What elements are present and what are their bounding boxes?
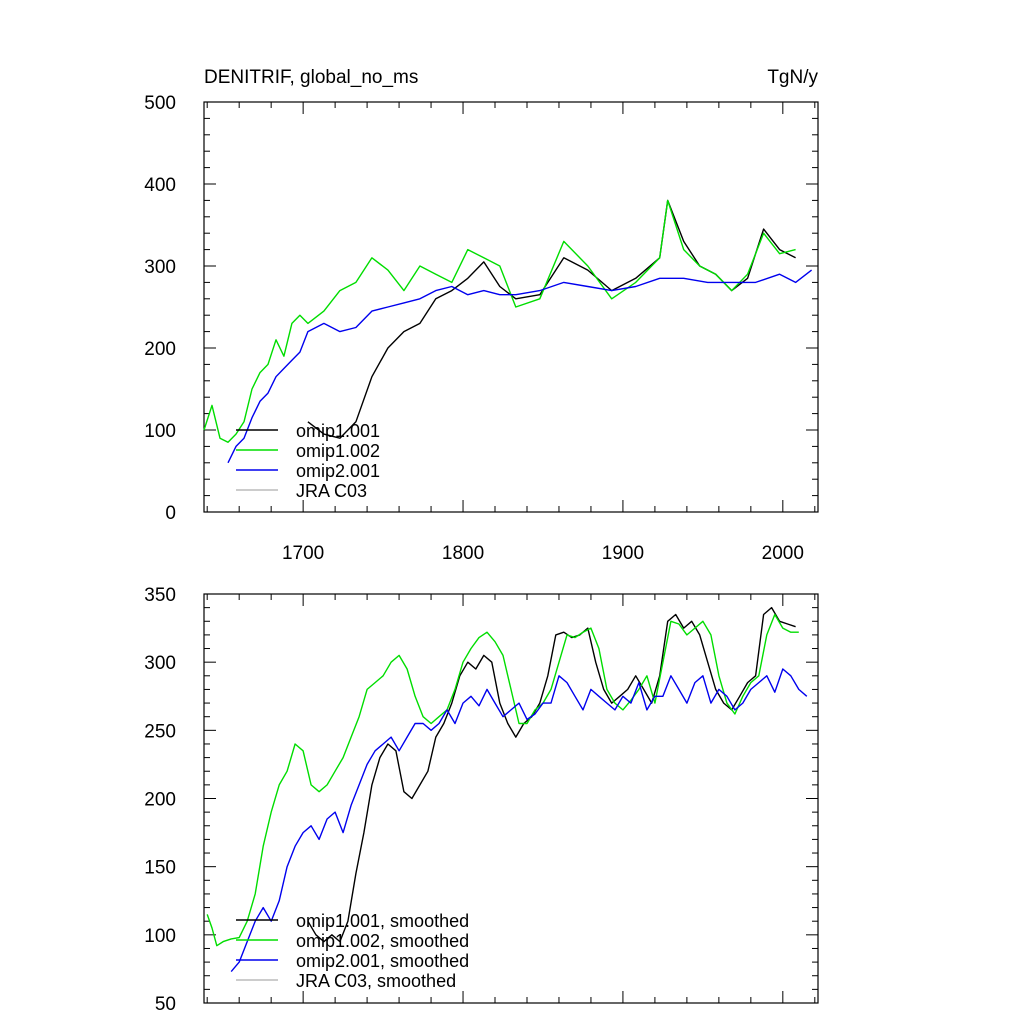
y-tick-label: 200 [144,339,176,360]
y-tick-label: 200 [144,790,176,811]
series-line-omip2-001-smoothed [230,668,808,973]
y-tick-label: 500 [144,93,176,114]
y-tick-label: 0 [165,503,176,524]
y-tick-label: 150 [144,858,176,879]
y-tick-label: 350 [144,585,176,606]
legend-label: JRA C03, smoothed [296,971,456,991]
chart-title: DENITRIF, global_no_ms [204,67,418,88]
y-tick-label: 250 [144,721,176,742]
top-panel: 0 100 200 300 400 500 1700 1800 1900 2000 omip1.00… [144,93,819,564]
legend-label: omip1.002, smoothed [296,931,469,951]
y-tick-label: 50 [155,994,176,1015]
series-line-omip1-002-smoothed [206,613,799,947]
series-line-omip1-001 [307,199,796,439]
legend-label: omip1.001 [296,421,380,441]
units-label: TgN/y [767,67,818,88]
y-tick-label: 100 [144,421,176,442]
series-line-omip1-001-smoothed [307,606,796,943]
x-tick-label: 1700 [282,543,324,564]
legend-label: omip1.002 [296,441,380,461]
x-tick-label: 2000 [762,543,804,564]
plot-frame [203,101,819,513]
legend-label: omip2.001 [296,461,380,481]
y-tick-label: 400 [144,175,176,196]
x-tick-label: 1800 [442,543,484,564]
series-line-omip2-001 [227,269,813,464]
y-tick-label: 300 [144,653,176,674]
legend-label: JRA C03 [296,481,367,501]
legend-label: omip2.001, smoothed [296,951,469,971]
series-line-omip1-002 [203,199,796,443]
y-tick-label: 300 [144,257,176,278]
y-tick-label: 100 [144,926,176,947]
x-tick-label: 1900 [602,543,644,564]
legend-label: omip1.001, smoothed [296,911,469,931]
